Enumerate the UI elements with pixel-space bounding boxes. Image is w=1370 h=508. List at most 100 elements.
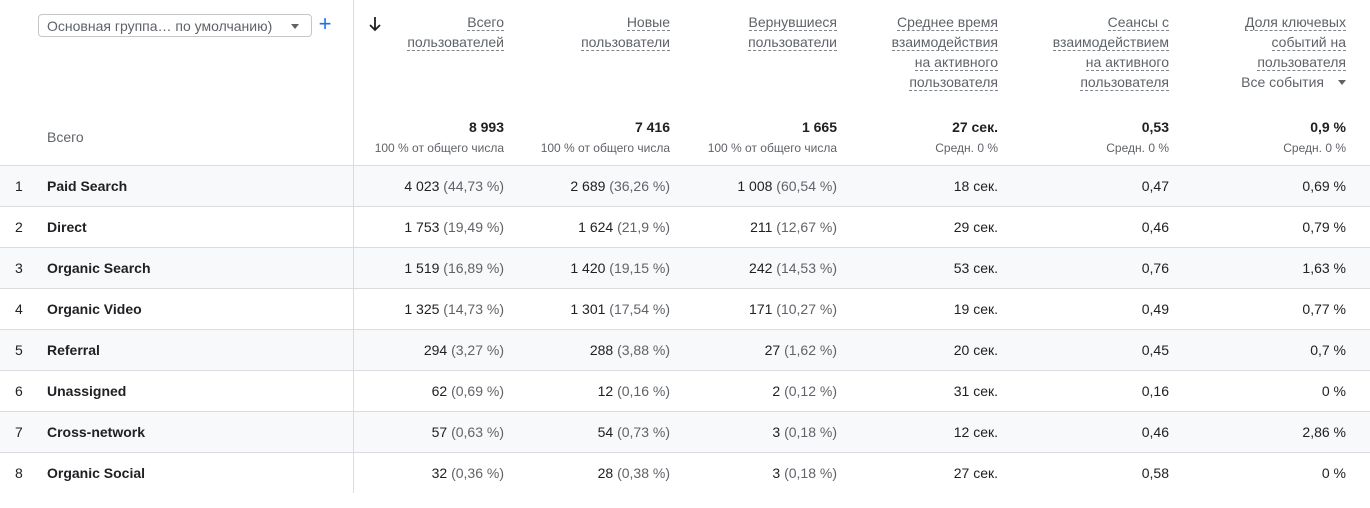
table-row[interactable]: 5 Referral 294 (3,27 %) 288 (3,88 %) 27 (1,6… bbox=[0, 329, 1370, 370]
key-events-select-value: Все события bbox=[1241, 74, 1324, 90]
metric-value: 0,77 % bbox=[1302, 301, 1346, 317]
metric-value: 242 bbox=[749, 260, 773, 276]
metric-cell: 2,86 % bbox=[1186, 424, 1346, 440]
metric-value: 0,16 bbox=[1141, 383, 1169, 399]
metric-cell: 20 сек. bbox=[848, 342, 998, 358]
metric-cell: 171 (10,27 %) bbox=[677, 301, 837, 317]
metric-value: 27 сек. bbox=[953, 465, 998, 481]
column-header-returning-users[interactable]: Вернувшиеся пользователи bbox=[677, 12, 837, 52]
table-row[interactable]: 3 Organic Search 1 519 (16,89 %) 1 420 (19,… bbox=[0, 247, 1370, 288]
metric-value: 12 bbox=[597, 383, 614, 399]
metric-cell: 4 023 (44,73 %) bbox=[344, 178, 504, 194]
metric-value: 0,79 % bbox=[1302, 219, 1346, 235]
metric-value: 62 bbox=[431, 383, 448, 399]
row-number: 8 bbox=[15, 465, 23, 481]
metric-value: 31 сек. bbox=[953, 383, 998, 399]
table-row[interactable]: 4 Organic Video 1 325 (14,73 %) 1 301 (17,5… bbox=[0, 288, 1370, 329]
metric-value: 211 bbox=[750, 219, 773, 235]
metric-share: (16,89 %) bbox=[443, 260, 504, 276]
column-header-line: Всего bbox=[467, 14, 504, 31]
metric-value: 57 bbox=[431, 424, 448, 440]
metric-value: 1 420 bbox=[570, 260, 606, 276]
primary-dimension-select[interactable]: Основная группа… по умолчанию) bbox=[38, 14, 312, 37]
metric-value: 32 bbox=[431, 465, 448, 481]
column-header-key-event-rate[interactable]: Доля ключевых событий на пользователя bbox=[1186, 12, 1346, 72]
metric-value: 0,58 bbox=[1141, 465, 1169, 481]
metric-cell: 1 420 (19,15 %) bbox=[510, 260, 670, 276]
column-header-line: пользователя bbox=[909, 74, 998, 91]
metric-value: 54 bbox=[597, 424, 614, 440]
metric-cell: 31 сек. bbox=[848, 383, 998, 399]
row-divider bbox=[353, 412, 354, 452]
metric-cell: 1 301 (17,54 %) bbox=[510, 301, 670, 317]
metric-share: (36,26 %) bbox=[609, 178, 670, 194]
metric-value: 0,46 bbox=[1141, 219, 1169, 235]
metric-cell: 0,46 bbox=[1009, 219, 1169, 235]
metric-cell: 0,47 bbox=[1009, 178, 1169, 194]
table-row[interactable]: 1 Paid Search 4 023 (44,73 %) 2 689 (36,26 … bbox=[0, 165, 1370, 206]
column-header-line: пользователи bbox=[748, 34, 837, 51]
metric-share: (10,27 %) bbox=[776, 301, 837, 317]
row-number: 2 bbox=[15, 219, 23, 235]
metric-cell: 1 753 (19,49 %) bbox=[344, 219, 504, 235]
table-row[interactable]: 6 Unassigned 62 (0,69 %) 12 (0,16 %) 2 (0,12… bbox=[0, 370, 1370, 411]
metric-value: 0 % bbox=[1321, 383, 1346, 399]
row-number: 4 bbox=[15, 301, 23, 317]
metric-value: 294 bbox=[423, 342, 448, 358]
metric-value: 288 bbox=[589, 342, 614, 358]
column-header-line: взаимодействия bbox=[891, 34, 998, 51]
metric-share: (21,9 %) bbox=[617, 219, 670, 235]
metric-value: 171 bbox=[749, 301, 773, 317]
metric-share: (14,53 %) bbox=[776, 260, 837, 276]
key-events-select[interactable]: Все события bbox=[1241, 74, 1346, 90]
metric-share: (0,63 %) bbox=[451, 424, 504, 440]
metric-value: 53 сек. bbox=[953, 260, 998, 276]
metric-cell: 12 (0,16 %) bbox=[510, 383, 670, 399]
column-header-line: на активного bbox=[1085, 54, 1169, 71]
metric-cell: 2 689 (36,26 %) bbox=[510, 178, 670, 194]
metric-cell: 0,69 % bbox=[1186, 178, 1346, 194]
metric-value: 0,76 bbox=[1141, 260, 1169, 276]
sort-descending-icon[interactable] bbox=[368, 16, 382, 32]
column-header-engaged-sessions[interactable]: Сеансы с взаимодействием на активного польз… bbox=[1009, 12, 1169, 92]
metric-cell: 3 (0,18 %) bbox=[677, 424, 837, 440]
row-number: 1 bbox=[15, 178, 23, 194]
metric-cell: 1 624 (21,9 %) bbox=[510, 219, 670, 235]
total-value: 8 993 bbox=[468, 119, 504, 135]
metric-cell: 211 (12,67 %) bbox=[677, 219, 837, 235]
column-header-new-users[interactable]: Новые пользователи bbox=[510, 12, 670, 52]
metric-cell: 27 (1,62 %) bbox=[677, 342, 837, 358]
total-subtext: 100 % от общего числа bbox=[540, 141, 670, 155]
column-header-line: Вернувшиеся bbox=[748, 14, 837, 31]
metric-cell: 2 (0,12 %) bbox=[677, 383, 837, 399]
table-row[interactable]: 8 Organic Social 32 (0,36 %) 28 (0,38 %) 3 (… bbox=[0, 452, 1370, 493]
metric-value: 12 сек. bbox=[953, 424, 998, 440]
metric-cell: 0,49 bbox=[1009, 301, 1169, 317]
metric-share: (3,27 %) bbox=[451, 342, 504, 358]
metric-cell: 242 (14,53 %) bbox=[677, 260, 837, 276]
metric-share: (0,36 %) bbox=[451, 465, 504, 481]
metric-share: (14,73 %) bbox=[443, 301, 504, 317]
metric-value: 1 624 bbox=[578, 219, 614, 235]
table-row[interactable]: 7 Cross-network 57 (0,63 %) 54 (0,73 %) 3 (0… bbox=[0, 411, 1370, 452]
metric-cell: 1 325 (14,73 %) bbox=[344, 301, 504, 317]
metric-value: 0,47 bbox=[1141, 178, 1169, 194]
metric-value: 18 сек. bbox=[953, 178, 998, 194]
total-subtext: Средн. 0 % bbox=[935, 141, 998, 155]
column-header-total-users[interactable]: Всего пользователей bbox=[344, 12, 504, 52]
channel-group-name: Referral bbox=[47, 342, 100, 358]
metric-cell: 32 (0,36 %) bbox=[344, 465, 504, 481]
column-header-line: Доля ключевых bbox=[1245, 14, 1346, 31]
table-row[interactable]: 2 Direct 1 753 (19,49 %) 1 624 (21,9 %) 211 … bbox=[0, 206, 1370, 247]
row-number: 7 bbox=[15, 424, 23, 440]
add-dimension-button[interactable]: + bbox=[318, 11, 332, 36]
metric-cell: 0,77 % bbox=[1186, 301, 1346, 317]
metric-share: (19,15 %) bbox=[609, 260, 670, 276]
row-number: 5 bbox=[15, 342, 23, 358]
metric-value: 28 bbox=[597, 465, 614, 481]
metric-value: 1 753 bbox=[404, 219, 440, 235]
metric-value: 3 bbox=[772, 465, 781, 481]
row-divider bbox=[353, 207, 354, 247]
column-header-line: пользователя bbox=[1080, 74, 1169, 91]
column-header-avg-engagement-time[interactable]: Среднее время взаимодействия на активного п… bbox=[848, 12, 998, 92]
